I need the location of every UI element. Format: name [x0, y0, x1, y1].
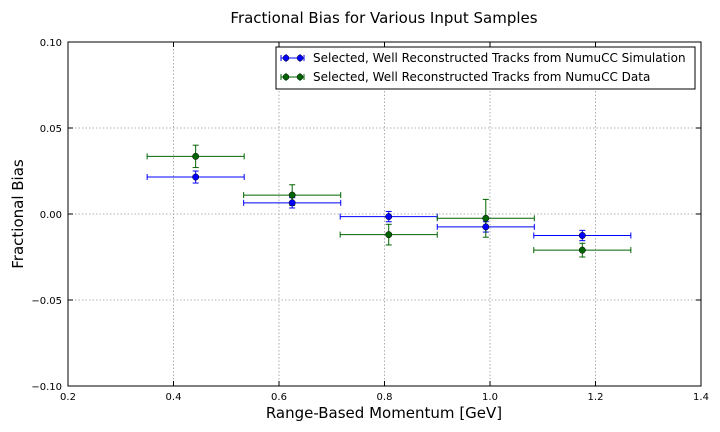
data-point: [385, 213, 393, 221]
y-tick-label: 0.05: [40, 124, 62, 135]
data-point: [578, 232, 586, 239]
x-tick-label: 0.6: [271, 392, 287, 403]
error-bars: [146, 144, 632, 258]
data-point: [385, 231, 393, 239]
x-tick-label: 0.8: [377, 392, 393, 403]
legend-marker-point: [282, 73, 290, 81]
y-tick-label: −0.10: [31, 382, 62, 393]
y-tick-label: 0.00: [40, 210, 62, 221]
y-tick-label: −0.05: [31, 296, 62, 307]
data-point: [578, 246, 586, 254]
legend-marker-point: [296, 54, 304, 62]
data-point: [192, 173, 200, 181]
y-tick-label: 0.10: [40, 38, 62, 49]
legend-marker-point: [282, 54, 290, 62]
y-tick-labels: −0.10 −0.05 0.00 0.05 0.10: [31, 38, 62, 393]
x-tick-label: 1.4: [693, 392, 709, 403]
legend-entry: Selected, Well Reconstructed Tracks from…: [280, 70, 650, 84]
data-point: [482, 214, 490, 222]
data-point: [482, 223, 490, 231]
plot-frame: [67, 41, 702, 387]
x-axis-label: Range-Based Momentum [GeV]: [266, 404, 502, 422]
x-tick-labels: 0.2 0.4 0.6 0.8 1.0 1.2 1.4: [60, 392, 709, 403]
grid: [67, 41, 702, 387]
legend-label: Selected, Well Reconstructed Tracks from…: [313, 51, 686, 65]
data-point: [288, 199, 296, 207]
data-point: [192, 152, 200, 160]
legend-marker-point: [296, 73, 304, 81]
x-tick-label: 1.0: [482, 392, 498, 403]
data-point: [288, 191, 296, 199]
x-tick-label: 1.2: [588, 392, 604, 403]
data-points: [192, 152, 586, 254]
chart-title: Fractional Bias for Various Input Sample…: [230, 9, 537, 27]
legend-label: Selected, Well Reconstructed Tracks from…: [313, 70, 650, 84]
legend-entry: Selected, Well Reconstructed Tracks from…: [280, 51, 686, 65]
legend-box: [275, 46, 696, 90]
legend: Selected, Well Reconstructed Tracks from…: [275, 46, 696, 90]
x-tick-label: 0.4: [166, 392, 182, 403]
y-axis-label: Fractional Bias: [9, 159, 27, 269]
x-tick-label: 0.2: [60, 392, 76, 403]
